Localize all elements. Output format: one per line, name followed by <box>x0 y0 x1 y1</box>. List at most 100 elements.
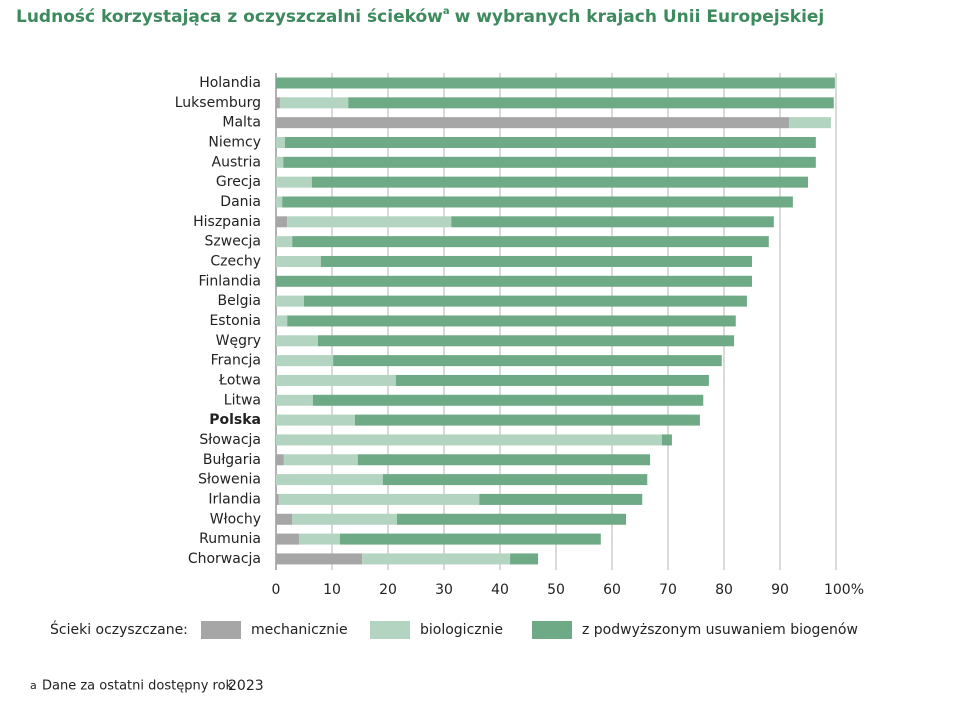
bar-segment <box>661 434 672 446</box>
category-label: Francja <box>211 353 261 369</box>
bar-segment <box>276 216 288 228</box>
bar-segment <box>276 97 280 109</box>
bar-segment <box>312 394 704 406</box>
category-label: Grecja <box>216 174 261 190</box>
bar-segment <box>451 216 774 228</box>
bar-segment <box>354 414 700 426</box>
bar-segment <box>276 454 284 466</box>
bar-segment <box>276 255 321 267</box>
footnote: Dane za ostatni dostępny rok <box>42 679 234 694</box>
x-tick-label: 90 <box>771 582 789 598</box>
legend-title: Ścieki oczyszczane: <box>50 620 188 638</box>
bar-segment <box>276 553 363 565</box>
category-label: Rumunia <box>199 531 261 547</box>
bar-segment <box>276 474 383 486</box>
bar-segment <box>320 255 752 267</box>
legend-label: z podwyższonym usuwaniem biogenów <box>582 622 858 638</box>
legend-swatch <box>532 621 572 639</box>
category-label: Bułgaria <box>203 452 261 468</box>
year: 2023 <box>228 678 264 694</box>
category-label: Łotwa <box>218 372 261 388</box>
bar-segment <box>276 136 285 148</box>
bar-segment <box>304 295 747 307</box>
category-label: Słowenia <box>198 472 261 488</box>
bar-segment <box>396 513 626 525</box>
legend-swatch <box>201 621 241 639</box>
bar-segment <box>276 374 396 386</box>
bar-segment <box>382 474 648 486</box>
x-tick-label: 30 <box>435 582 453 598</box>
bar-segment <box>287 216 452 228</box>
bar-segment <box>276 394 313 406</box>
x-tick-label: 40 <box>491 582 509 598</box>
category-label: Hiszpania <box>193 214 261 230</box>
bar-segment <box>276 77 835 89</box>
x-tick-label: 60 <box>603 582 621 598</box>
bar-segment <box>357 454 651 466</box>
bar-segment <box>333 355 722 367</box>
category-label: Czechy <box>210 253 261 269</box>
category-label: Węgry <box>216 333 261 349</box>
bar-segment <box>276 176 312 188</box>
bar-segment <box>276 156 284 168</box>
category-label: Polska <box>209 412 261 428</box>
bar-segment <box>339 533 601 545</box>
bar-segment <box>283 156 816 168</box>
legend-label: biologicznie <box>420 622 503 638</box>
bar-segment <box>276 275 752 287</box>
title-rest: w wybranych krajach Unii Europejskiej <box>455 7 825 27</box>
title-main: Ludność korzystająca z oczyszczalni ście… <box>16 7 443 27</box>
bar-segment <box>276 434 662 446</box>
legend-swatch <box>370 621 410 639</box>
category-label: Niemcy <box>208 134 261 150</box>
bar-segment <box>276 315 288 327</box>
x-tick-label: 100% <box>824 582 864 598</box>
bar-segment <box>298 533 340 545</box>
bar-segment <box>279 97 349 109</box>
bar-segment <box>283 454 358 466</box>
bar-segment <box>276 236 293 248</box>
category-label: Dania <box>220 194 261 210</box>
category-label: Finlandia <box>199 273 262 289</box>
bar-segment <box>278 493 480 505</box>
bar-segment <box>395 374 709 386</box>
category-label: Włochy <box>210 511 261 527</box>
bar-segment <box>276 513 293 525</box>
bar-segment <box>276 295 304 307</box>
bar-segment <box>348 97 834 109</box>
x-tick-label: 20 <box>379 582 397 598</box>
category-label: Litwa <box>224 392 261 408</box>
x-tick-label: 0 <box>272 582 281 598</box>
bar-segment <box>282 196 793 208</box>
category-label: Austria <box>212 154 261 170</box>
bar-segment <box>788 117 831 129</box>
bar-segment <box>276 335 318 347</box>
category-label: Chorwacja <box>188 551 261 567</box>
category-label: Holandia <box>199 75 261 91</box>
bar-segment <box>292 513 397 525</box>
bar-segment <box>276 355 334 367</box>
title-note-marker: a <box>443 6 450 17</box>
category-label: Szwecja <box>205 234 261 250</box>
footnote-marker: a <box>30 679 37 692</box>
x-tick-label: 70 <box>659 582 677 598</box>
bar-segment <box>284 136 816 148</box>
category-label: Luksemburg <box>175 95 261 111</box>
category-label: Estonia <box>209 313 261 329</box>
bar-segment <box>318 335 735 347</box>
bar-segment <box>276 414 355 426</box>
x-tick-label: 50 <box>547 582 565 598</box>
x-tick-label: 80 <box>715 582 733 598</box>
bar-segment <box>510 553 539 565</box>
category-label: Irlandia <box>208 491 261 507</box>
bar-segment <box>362 553 511 565</box>
bar-segment <box>479 493 643 505</box>
x-tick-label: 10 <box>323 582 341 598</box>
legend-label: mechanicznie <box>251 622 348 638</box>
category-label: Słowacja <box>199 432 261 448</box>
category-label: Belgia <box>218 293 261 309</box>
bar-segment <box>276 196 283 208</box>
bar-segment <box>311 176 808 188</box>
bar-segment <box>276 533 299 545</box>
